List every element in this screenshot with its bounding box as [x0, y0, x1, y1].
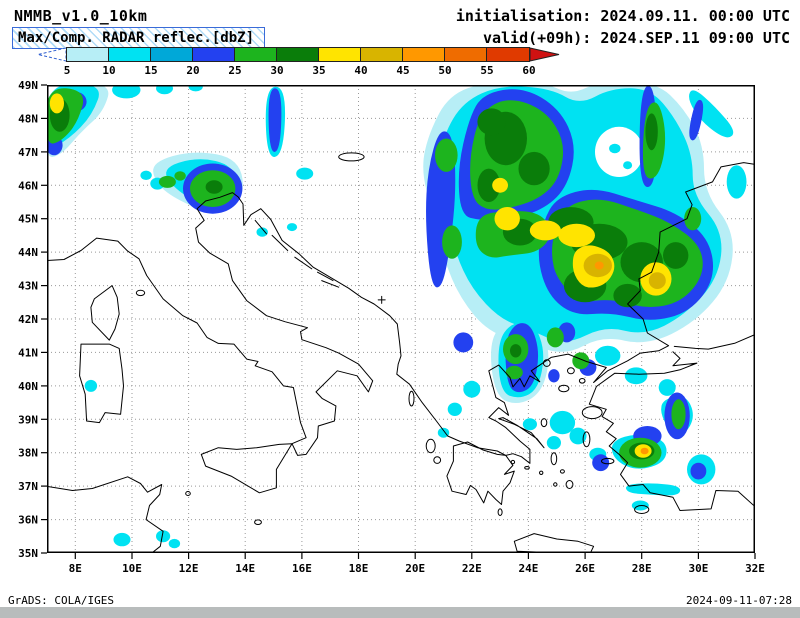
colorbar-segment: [277, 48, 319, 61]
lat-axis-label: 48N: [18, 112, 38, 125]
footer-timestamp: 2024-09-11-07:28: [686, 594, 792, 607]
radar-field: [47, 85, 747, 549]
lat-axis-label: 46N: [18, 179, 38, 192]
lat-axis-label: 39N: [18, 413, 38, 426]
colorbar-segment: [361, 48, 403, 61]
colorbar-tick-label: 25: [228, 64, 242, 77]
colorbar-tick-label: 15: [144, 64, 158, 77]
lat-axis-label: 43N: [18, 280, 38, 293]
colorbar-underflow-arrow: [37, 47, 67, 62]
colorbar-segment: [109, 48, 151, 61]
variable-label: Max/Comp. RADAR reflec.[dbZ]: [12, 27, 266, 49]
colorbar-bar: [66, 47, 530, 62]
init-time-label: initialisation: 2024.09.11. 00:00 UTC: [455, 7, 790, 25]
lat-axis-label: 42N: [18, 313, 38, 326]
colorbar-tick-label: 45: [396, 64, 410, 77]
colorbar-segment: [67, 48, 109, 61]
valid-time-label: valid(+09h): 2024.SEP.11 09:00 UTC: [482, 29, 790, 47]
lon-axis-label: 24E: [518, 562, 538, 575]
lon-axis-label: 8E: [69, 562, 82, 575]
lon-axis-label: 22E: [462, 562, 482, 575]
colorbar-tick-label: 55: [480, 64, 494, 77]
lat-axis-label: 47N: [18, 146, 38, 159]
station-marker: [377, 295, 386, 304]
colorbar-tick-label: 10: [102, 64, 116, 77]
footer-credit: GrADS: COLA/IGES: [8, 594, 114, 607]
colorbar-segment: [319, 48, 361, 61]
lon-axis-label: 26E: [575, 562, 595, 575]
colorbar-segment: [151, 48, 193, 61]
colorbar-tick-label: 5: [63, 64, 71, 77]
bottom-bar: [0, 607, 800, 618]
colorbar-tick-label: 60: [522, 64, 536, 77]
lon-axis-label: 28E: [632, 562, 652, 575]
lat-axis-label: 36N: [18, 514, 38, 527]
colorbar-tick-label: 50: [438, 64, 452, 77]
lon-axis-label: 20E: [405, 562, 425, 575]
lon-axis-label: 18E: [349, 562, 369, 575]
lon-axis-label: 12E: [179, 562, 199, 575]
colorbar-segment: [403, 48, 445, 61]
lon-axis-label: 10E: [122, 562, 142, 575]
lat-axis-label: 37N: [18, 480, 38, 493]
axis-ticks-and-labels: 49N 48N 47N 46N 45N 44N 43N 42N 41N 40N 39N 38N 37N 3…: [18, 79, 765, 575]
lat-axis-label: 40N: [18, 380, 38, 393]
lon-axis-label: 30E: [688, 562, 708, 575]
lon-axis-label: 16E: [292, 562, 312, 575]
colorbar-tick-label: 35: [312, 64, 326, 77]
colorbar-tick-label: 40: [354, 64, 368, 77]
colorbar-tick-label: 30: [270, 64, 284, 77]
map-border: [47, 85, 755, 553]
colorbar-segment: [193, 48, 235, 61]
map-canvas: 49N 48N 47N 46N 45N 44N 43N 42N 41N 40N 39N 38N 37N 3…: [18, 79, 765, 575]
lat-axis-label: 41N: [18, 346, 38, 359]
lat-axis-label: 49N: [18, 79, 38, 92]
colorbar-tick-label: 20: [186, 64, 200, 77]
lat-axis-label: 38N: [18, 447, 38, 460]
lon-axis-label: 32E: [745, 562, 765, 575]
coastlines: [47, 152, 755, 553]
colorbar-segment: [445, 48, 487, 61]
lon-axis-label: 14E: [235, 562, 255, 575]
colorbar-overflow-arrow: [529, 47, 560, 62]
colorbar-segment: [235, 48, 277, 61]
lat-axis-label: 35N: [18, 547, 38, 560]
colorbar-segment: [487, 48, 529, 61]
colorbar: 5 10 15 20 25 30 35 40 45 50 55 60: [36, 47, 562, 81]
map-frame: 49N 48N 47N 46N 45N 44N 43N 42N 41N 40N 39N 38N 37N 3…: [18, 79, 765, 575]
model-title: NMMB_v1.0_10km: [14, 7, 148, 25]
lat-axis-label: 45N: [18, 213, 38, 226]
lat-axis-label: 44N: [18, 246, 38, 259]
